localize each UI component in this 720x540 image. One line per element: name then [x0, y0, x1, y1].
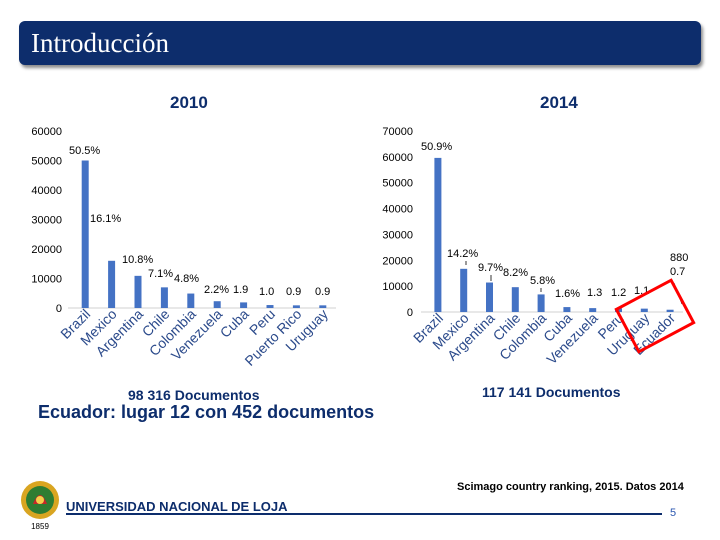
y-tick-label: 30000 — [31, 215, 62, 227]
y-tick-label: 50000 — [382, 178, 413, 190]
data-label: 1.3 — [587, 287, 602, 299]
bar — [666, 309, 674, 312]
data-label: 9.7% — [478, 262, 503, 274]
bar — [266, 305, 274, 308]
y-tick-label: 70000 — [382, 126, 413, 138]
ecuador-highlight-box — [614, 278, 696, 354]
bar — [134, 275, 142, 308]
data-label: 1.2 — [611, 287, 626, 299]
data-label: 4.8% — [174, 273, 199, 285]
data-label: 50.5% — [69, 145, 100, 157]
title-banner: Introducción — [19, 21, 701, 65]
y-tick-label: 50000 — [31, 156, 62, 168]
slide-title: Introducción — [31, 28, 169, 58]
y-tick-label: 30000 — [382, 229, 413, 241]
ecuador-rank-text: : lugar 12 con 452 documentos — [110, 402, 375, 422]
bar — [615, 308, 622, 312]
bar — [213, 301, 221, 308]
data-label: 1.0 — [259, 286, 274, 298]
footer-divider — [66, 513, 662, 515]
source-note: Scimago country ranking, 2015. Datos 201… — [457, 481, 684, 493]
total-2014-label: 117 141 Documentos — [482, 384, 621, 400]
y-tick-label: 10000 — [382, 281, 413, 293]
chart-2014-title: 2014 — [540, 93, 578, 112]
data-label: 14.2% — [447, 248, 478, 260]
data-label: 0.9 — [286, 286, 301, 298]
data-label: 1.9 — [233, 284, 248, 296]
bar — [434, 157, 442, 312]
y-tick-label: 60000 — [31, 126, 62, 138]
data-label: 880 — [670, 252, 688, 264]
y-tick-label: 0 — [56, 303, 62, 315]
university-name: UNIVERSIDAD NACIONAL DE LOJA — [66, 499, 288, 514]
y-tick-label: 40000 — [31, 185, 62, 197]
y-tick-label: 10000 — [31, 274, 62, 286]
bar — [537, 294, 545, 312]
bar — [563, 307, 571, 312]
bar — [160, 287, 168, 308]
data-label: 0.7 — [670, 266, 685, 278]
ecuador-country: Ecuador — [38, 402, 111, 422]
data-label: 2.2% — [204, 284, 229, 296]
y-tick-label: 60000 — [382, 152, 413, 164]
y-tick-label: 40000 — [382, 204, 413, 216]
y-tick-label: 20000 — [382, 255, 413, 267]
bar — [319, 305, 327, 308]
bar — [486, 282, 493, 312]
logo-year: 1859 — [31, 522, 49, 531]
bar — [589, 308, 597, 312]
university-logo-icon: 1859 — [21, 481, 59, 531]
data-label: 1.6% — [555, 288, 580, 300]
data-label: 0.9 — [315, 286, 330, 298]
page-number: 5 — [670, 507, 677, 519]
chart-2010-title: 2010 — [170, 93, 208, 112]
data-label: 8.2% — [503, 267, 528, 279]
bar — [240, 302, 248, 308]
total-2010-label: 98 316 Documentos — [128, 387, 260, 403]
data-label: 7.1% — [148, 268, 173, 280]
y-tick-label: 20000 — [31, 244, 62, 256]
data-label: 16.1% — [90, 213, 121, 225]
bar — [640, 308, 648, 312]
bar — [511, 287, 519, 312]
data-label: 5.8% — [530, 275, 555, 287]
bar — [81, 160, 89, 308]
bar — [108, 260, 116, 308]
ecuador-summary: Ecuador: lugar 12 con 452 documentos — [38, 402, 374, 423]
bar — [460, 268, 468, 312]
bar — [187, 293, 195, 308]
data-label: 50.9% — [421, 141, 452, 153]
y-tick-label: 0 — [407, 307, 413, 319]
data-label: 10.8% — [122, 254, 153, 266]
bar — [292, 305, 300, 308]
